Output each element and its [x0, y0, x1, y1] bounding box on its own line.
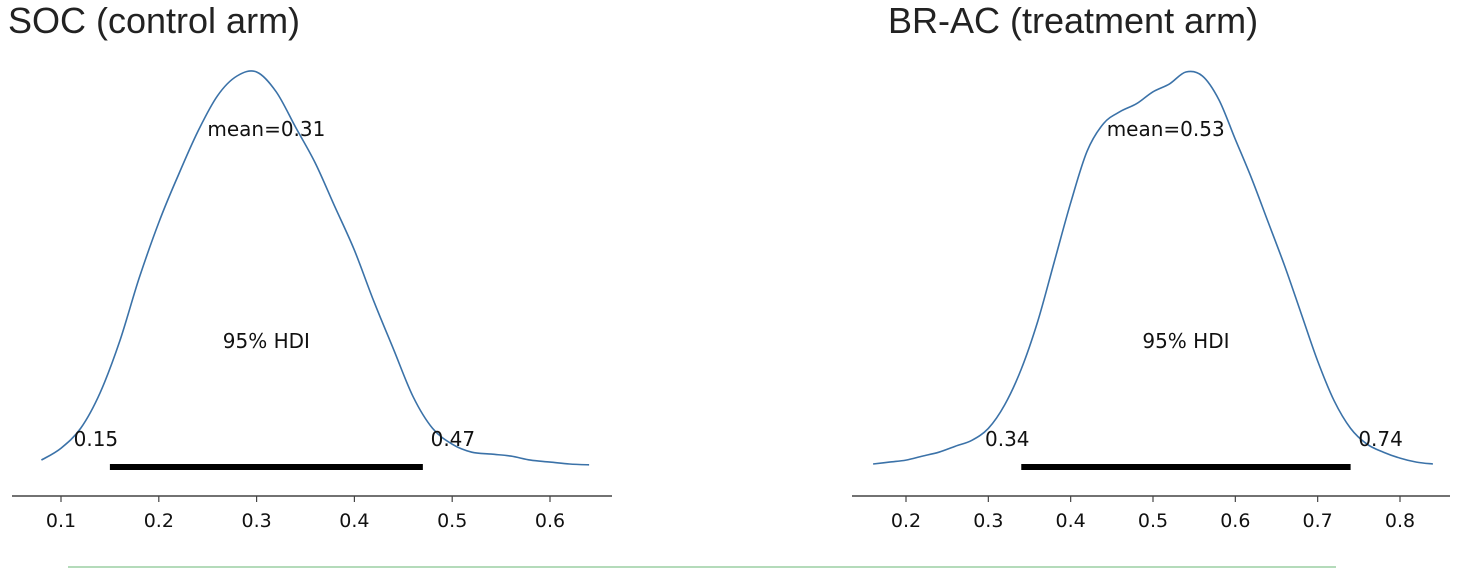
brac-x-tick-label: 0.7 [1303, 510, 1333, 532]
soc-mean-label: mean=0.31 [207, 117, 325, 141]
soc-x-tick-label: 0.4 [339, 510, 369, 532]
brac-x-ticks: 0.2 0.3 0.4 0.5 0.6 0.7 0.8 [891, 496, 1415, 532]
brac-posterior-panel: BR-AC (treatment arm) mean=0.53 95% HDI … [852, 0, 1450, 532]
soc-x-tick-label: 0.6 [535, 510, 565, 532]
soc-hdi-high-label: 0.47 [431, 427, 476, 451]
brac-x-tick-label: 0.4 [1056, 510, 1086, 532]
soc-x-tick-label: 0.3 [241, 510, 271, 532]
soc-x-tick-label: 0.1 [46, 510, 76, 532]
brac-mean-label: mean=0.53 [1107, 117, 1225, 141]
brac-x-tick-label: 0.3 [973, 510, 1003, 532]
brac-x-tick-label: 0.8 [1385, 510, 1415, 532]
soc-x-tick-label: 0.5 [437, 510, 467, 532]
soc-density-curve [40, 70, 590, 466]
soc-posterior-panel: SOC (control arm) mean=0.31 95% HDI 0.15… [8, 0, 612, 532]
soc-hdi-label: 95% HDI [223, 329, 310, 353]
brac-density-curve [873, 70, 1433, 465]
brac-x-tick-label: 0.6 [1220, 510, 1250, 532]
brac-panel-title: BR-AC (treatment arm) [888, 0, 1258, 41]
brac-hdi-label: 95% HDI [1142, 329, 1229, 353]
soc-x-ticks: 0.1 0.2 0.3 0.4 0.5 0.6 [46, 496, 565, 532]
soc-x-tick-label: 0.2 [144, 510, 174, 532]
brac-x-tick-label: 0.5 [1138, 510, 1168, 532]
brac-hdi-high-label: 0.74 [1358, 427, 1403, 451]
soc-hdi-low-label: 0.15 [74, 427, 119, 451]
brac-hdi-low-label: 0.34 [985, 427, 1030, 451]
brac-x-tick-label: 0.2 [891, 510, 921, 532]
soc-panel-title: SOC (control arm) [8, 0, 300, 41]
